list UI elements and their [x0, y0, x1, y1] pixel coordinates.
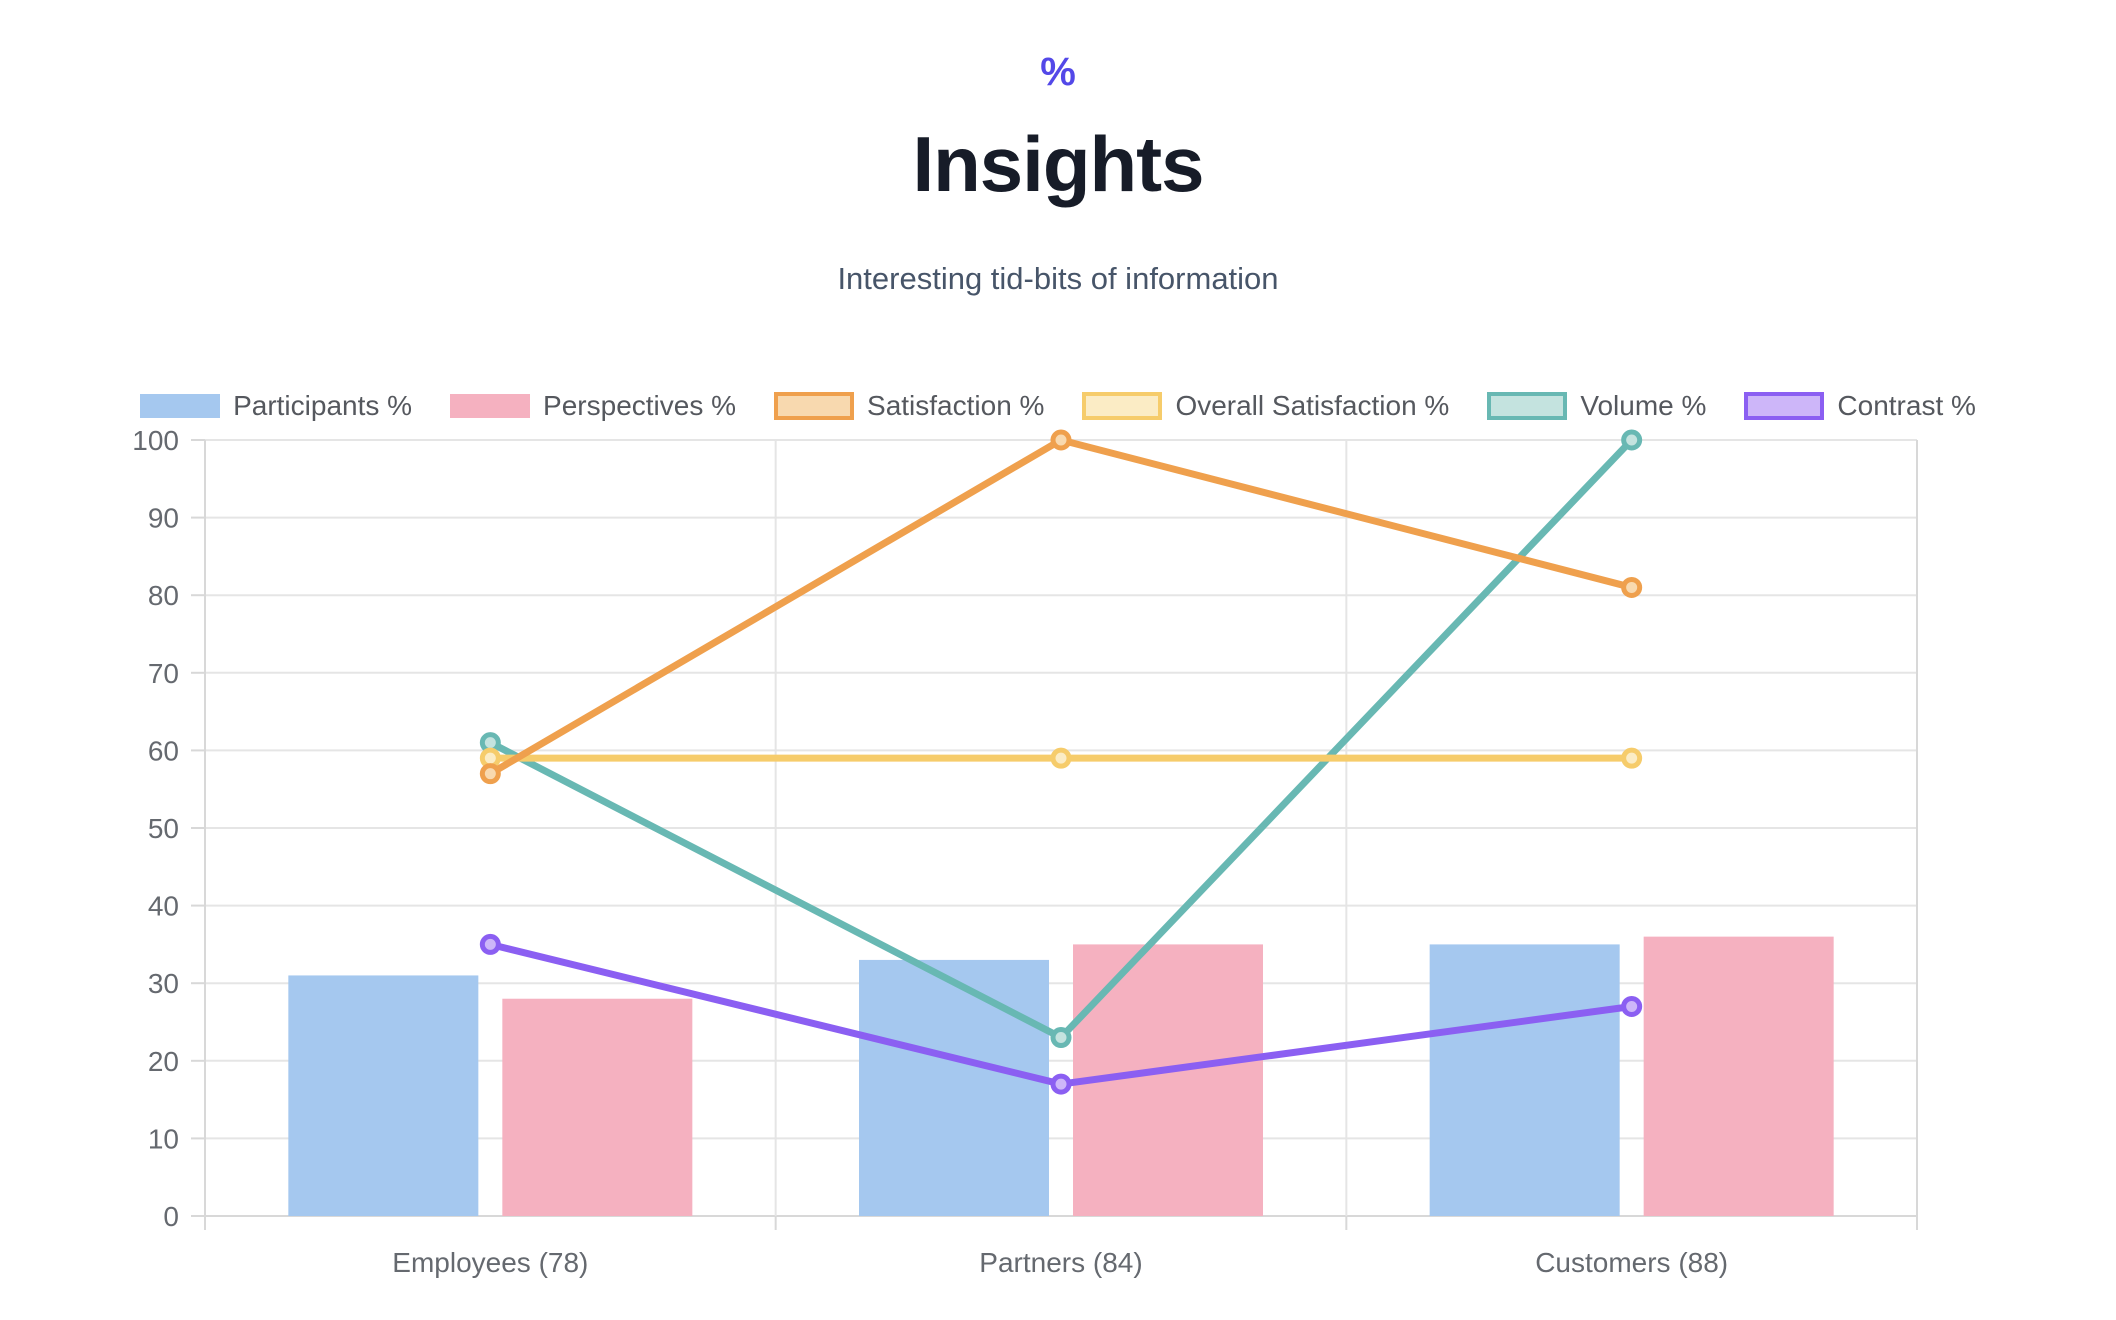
bar-participants[interactable]	[859, 959, 1049, 1216]
legend-item-satisfaction[interactable]: Satisfaction %	[774, 390, 1044, 422]
legend-item-participants[interactable]: Participants %	[140, 390, 412, 422]
y-tick-label: 50	[148, 813, 179, 844]
x-tick-label: Customers (88)	[1535, 1247, 1728, 1278]
legend-swatch	[1082, 392, 1163, 420]
legend-swatch	[774, 392, 855, 420]
legend-swatch	[1744, 392, 1825, 420]
legend-label: Volume %	[1580, 390, 1707, 421]
y-tick-label: 60	[148, 735, 179, 766]
page-title: Insights	[912, 120, 1204, 208]
bar-participants[interactable]	[288, 975, 479, 1216]
legend-label: Participants %	[233, 390, 413, 421]
data-point-overall-satisfaction[interactable]	[1621, 747, 1643, 769]
y-tick-label: 70	[148, 658, 179, 689]
y-tick-label: 40	[148, 891, 179, 922]
data-point-volume[interactable]	[1621, 429, 1643, 451]
data-point-satisfaction[interactable]	[1621, 576, 1643, 598]
data-point-volume[interactable]	[1050, 1027, 1072, 1049]
data-point-satisfaction[interactable]	[479, 763, 501, 785]
bar-participants[interactable]	[1429, 944, 1620, 1216]
data-point-contrast[interactable]	[479, 933, 501, 955]
legend-swatch	[140, 394, 221, 418]
y-tick-label: 80	[148, 580, 179, 611]
chart-legend: Participants % Perspectives % Satisfaction…	[0, 390, 2116, 422]
y-tick-label: 20	[148, 1046, 179, 1077]
percent-icon: %	[1040, 50, 1076, 94]
x-tick-label: Partners (84)	[979, 1247, 1142, 1278]
data-point-contrast[interactable]	[1050, 1073, 1072, 1095]
bar-perspectives[interactable]	[1643, 936, 1834, 1216]
legend-label: Perspectives %	[543, 390, 737, 421]
data-point-overall-satisfaction[interactable]	[1050, 747, 1072, 769]
y-tick-label: 30	[148, 968, 179, 999]
x-tick-label: Employees (78)	[392, 1247, 588, 1278]
legend-item-volume[interactable]: Volume %	[1487, 390, 1706, 422]
data-point-satisfaction[interactable]	[1050, 429, 1072, 451]
data-point-contrast[interactable]	[1621, 995, 1643, 1017]
page-header: % Insights Interesting tid-bits of infor…	[0, 0, 2116, 297]
legend-item-contrast[interactable]: Contrast %	[1744, 390, 1976, 422]
y-tick-label: 100	[132, 425, 179, 456]
page-subtitle: Interesting tid-bits of information	[837, 260, 1279, 296]
y-tick-label: 90	[148, 503, 179, 534]
legend-label: Overall Satisfaction %	[1175, 390, 1450, 421]
legend-item-overall-satisfaction[interactable]: Overall Satisfaction %	[1082, 390, 1449, 422]
legend-label: Contrast %	[1837, 390, 1976, 421]
legend-label: Satisfaction %	[867, 390, 1045, 421]
legend-swatch	[1487, 392, 1568, 420]
bar-perspectives[interactable]	[502, 998, 693, 1216]
y-tick-label: 0	[163, 1201, 179, 1232]
line-satisfaction	[486, 436, 1636, 778]
legend-swatch	[450, 394, 531, 418]
legend-item-perspectives[interactable]: Perspectives %	[450, 390, 736, 422]
y-tick-label: 10	[148, 1123, 179, 1154]
